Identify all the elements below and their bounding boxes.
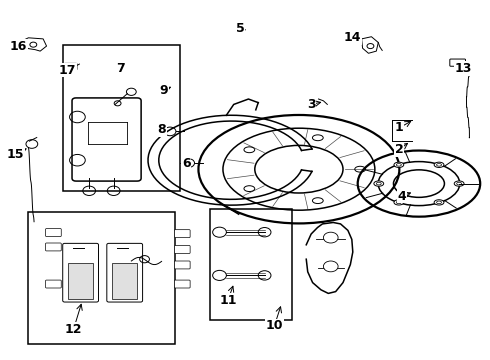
Text: 16: 16 [10,40,27,53]
Text: 14: 14 [344,31,362,44]
FancyBboxPatch shape [174,230,190,238]
FancyBboxPatch shape [63,243,98,302]
Polygon shape [19,38,47,51]
Text: 5: 5 [236,22,245,35]
Text: 4: 4 [397,190,406,203]
Text: 15: 15 [7,148,24,161]
Text: 7: 7 [116,62,124,75]
Text: 6: 6 [182,157,191,170]
FancyBboxPatch shape [72,98,141,181]
Bar [63,45,180,191]
Text: 11: 11 [219,294,237,307]
Text: 17: 17 [59,64,76,77]
Ellipse shape [434,200,444,205]
Text: 1: 1 [395,121,404,134]
Text: 2: 2 [395,143,404,156]
FancyBboxPatch shape [450,59,465,66]
Bar [112,263,137,299]
Ellipse shape [394,162,404,167]
Circle shape [323,232,338,243]
Text: 3: 3 [307,98,316,111]
Bar [210,209,292,320]
FancyBboxPatch shape [46,280,61,288]
FancyBboxPatch shape [174,280,190,288]
Text: 12: 12 [65,323,82,336]
Bar [28,212,175,344]
FancyBboxPatch shape [46,243,61,251]
Text: 8: 8 [157,123,166,136]
FancyBboxPatch shape [107,243,143,302]
FancyBboxPatch shape [64,63,77,70]
Polygon shape [148,115,312,205]
FancyBboxPatch shape [174,261,190,269]
Text: 10: 10 [266,319,283,332]
Bar [68,263,93,299]
Ellipse shape [434,162,444,167]
Ellipse shape [454,181,464,186]
Polygon shape [362,37,378,53]
FancyBboxPatch shape [46,229,61,237]
Text: 9: 9 [160,84,169,96]
Polygon shape [306,222,353,293]
Text: 13: 13 [454,62,472,75]
Ellipse shape [394,200,404,205]
Circle shape [323,261,338,272]
FancyBboxPatch shape [174,246,190,253]
Ellipse shape [374,181,384,186]
